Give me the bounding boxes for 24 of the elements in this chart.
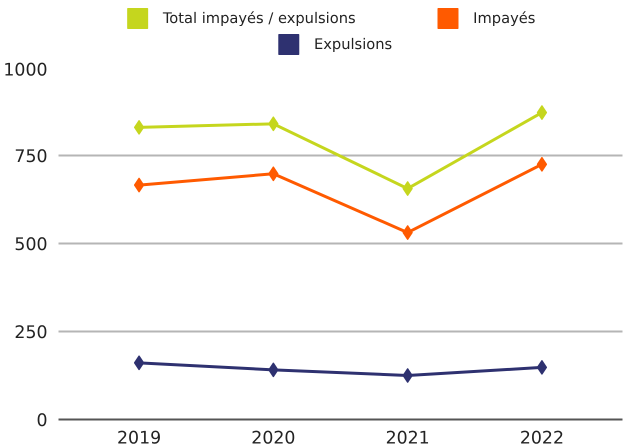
point [134, 178, 144, 193]
y-tick-label: 500 [14, 235, 48, 255]
point [536, 105, 548, 120]
legend-label: Expulsions [314, 36, 392, 53]
x-tick-label: 2022 [520, 428, 564, 446]
y-tick-label: 0 [36, 411, 48, 431]
point [268, 166, 279, 182]
point [536, 360, 548, 375]
legend-label: Total impayés / expulsions [162, 10, 356, 27]
point [134, 120, 144, 135]
point [402, 225, 413, 240]
y-tick-label: 750 [14, 147, 48, 167]
y-tick-label: 1000 [3, 60, 48, 80]
point [402, 368, 413, 383]
x-tick-label: 2020 [251, 428, 296, 446]
legend-label: Impayés [473, 10, 536, 27]
point [402, 181, 413, 196]
point [134, 355, 144, 370]
x-tick-label: 2019 [117, 428, 162, 446]
point [536, 156, 548, 172]
point [268, 362, 279, 378]
point [268, 116, 279, 132]
y-tick-label: 250 [14, 323, 48, 343]
x-tick-label: 2021 [386, 428, 430, 446]
